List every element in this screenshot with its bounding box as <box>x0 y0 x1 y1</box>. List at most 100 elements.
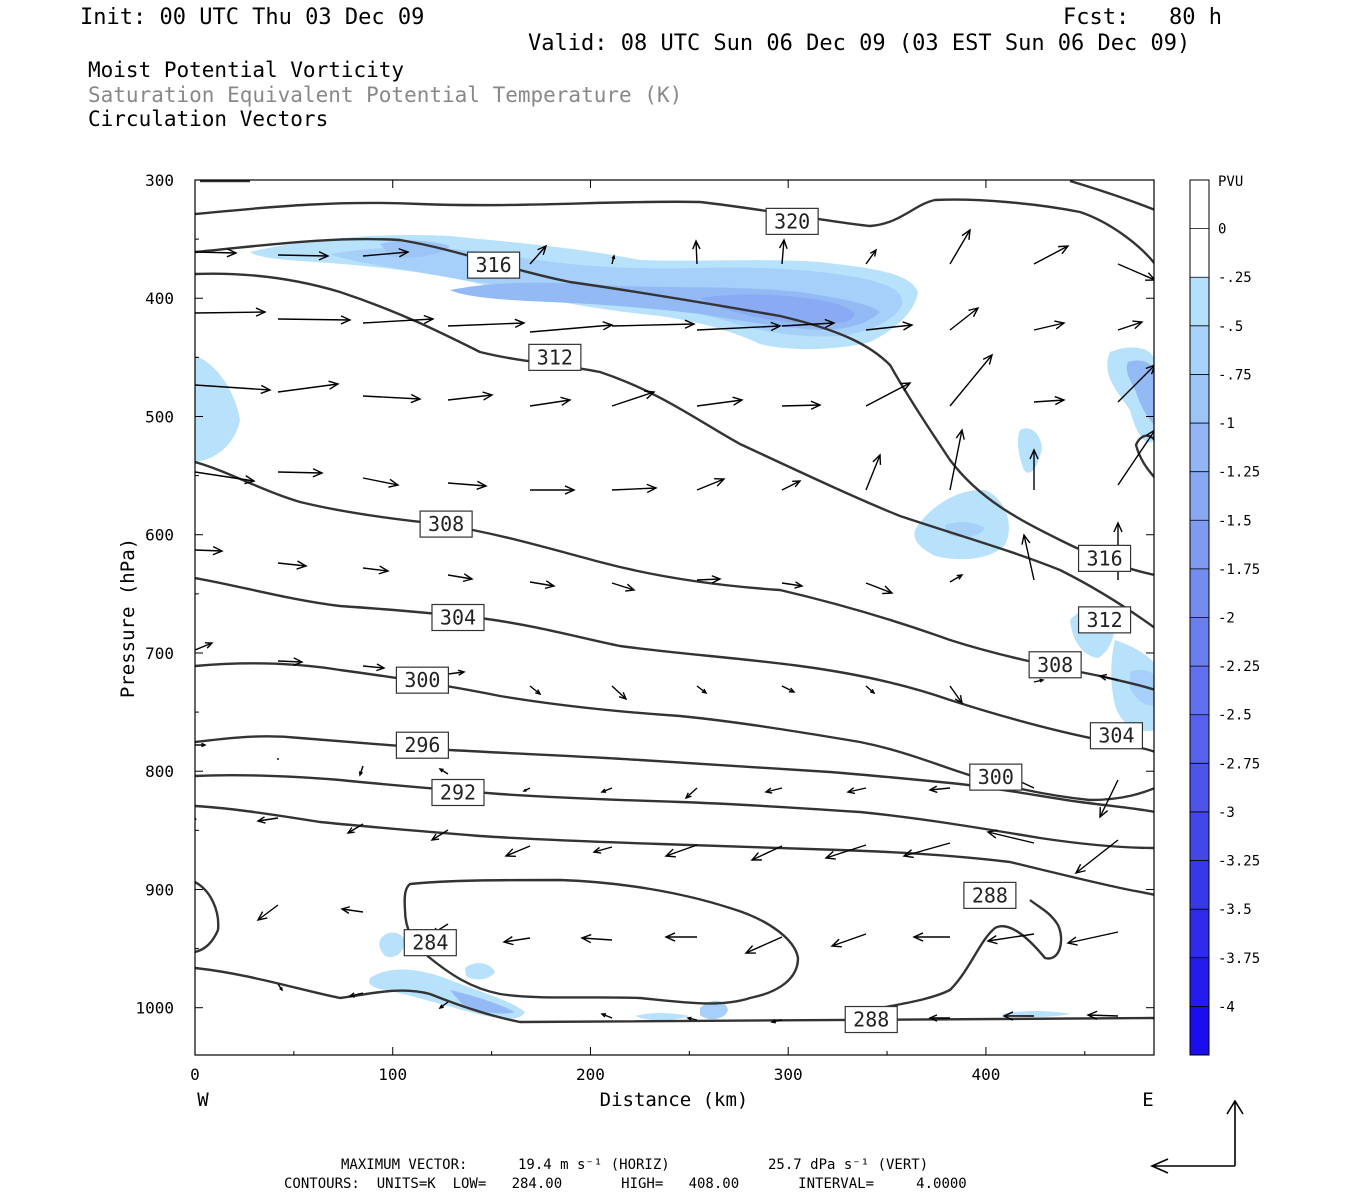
contour-label-text: 300 <box>978 765 1014 789</box>
colorbar-label: -.5 <box>1218 319 1243 335</box>
colorbar-label: -1 <box>1218 416 1235 432</box>
contour-label-text: 288 <box>972 883 1008 907</box>
wind-vector <box>1098 673 1119 681</box>
y-tick-label: 600 <box>145 526 174 545</box>
wind-vector <box>1033 678 1045 683</box>
wind-vector <box>438 768 449 775</box>
wind-vector <box>362 477 400 488</box>
reference-vector <box>1150 1099 1244 1174</box>
colorbar-swatch <box>1190 374 1209 424</box>
pv-region-low-2-core <box>450 990 515 1014</box>
colorbar-swatch <box>1190 811 1209 862</box>
wind-vector <box>438 1001 449 1010</box>
y-tick-label: 400 <box>145 289 174 308</box>
reference-vertical-arrow <box>1226 1099 1244 1166</box>
contour-label: 320 <box>765 207 819 235</box>
y-tick-label: 700 <box>145 644 174 663</box>
contour-label-text: 292 <box>440 781 476 805</box>
wind-vector <box>1099 779 1119 819</box>
contour-label-text: 312 <box>537 345 573 369</box>
colorbar-swatch <box>1190 666 1209 716</box>
pv-region-upper-peak <box>700 294 855 324</box>
wind-vector <box>530 485 576 495</box>
wind-vector <box>830 933 867 948</box>
y-tick-label: 300 <box>145 171 174 190</box>
contour-label-box <box>528 343 582 371</box>
pv-region-left <box>195 356 240 462</box>
wind-vector <box>611 319 696 329</box>
contour-320-top <box>200 180 1154 211</box>
contour-label-box <box>844 1005 898 1034</box>
colorbar-label: -3.75 <box>1218 951 1260 967</box>
wind-vector <box>664 932 697 942</box>
contour-label: 308 <box>1028 651 1082 679</box>
contour-label-box <box>395 731 449 759</box>
wind-vector <box>928 1014 950 1022</box>
colorbar-swatch <box>1190 520 1209 570</box>
wind-vector <box>770 1019 783 1024</box>
colorbar-swatch <box>1190 180 1209 230</box>
contour-304 <box>195 576 1154 753</box>
wind-vector <box>949 353 994 407</box>
x-tick-label: 0 <box>190 1065 200 1084</box>
colorbar-label: 0 <box>1218 222 1226 238</box>
colorbar-label: -2 <box>1218 611 1235 627</box>
wind-vector <box>824 844 867 860</box>
colorbar-swatch <box>1190 228 1209 278</box>
wind-vector <box>865 453 882 491</box>
max-vector-horiz: 19.4 m s⁻¹ (HORIZ) <box>518 1157 670 1173</box>
pv-region-right-upper-core <box>1126 360 1154 425</box>
wind-vector <box>195 248 238 258</box>
pv-region-right-lower-core <box>1130 669 1154 706</box>
colorbar-swatch <box>1190 714 1209 764</box>
wind-vector <box>195 545 224 556</box>
x-end-west: W <box>197 1089 209 1111</box>
colorbar-label: -2.75 <box>1218 756 1260 772</box>
wind-vector <box>949 228 971 265</box>
wind-vector <box>750 845 783 861</box>
colorbar-label: -.75 <box>1218 367 1252 383</box>
colorbar-swatch <box>1190 277 1209 327</box>
wind-vector <box>781 581 804 589</box>
wind-vector <box>529 580 556 590</box>
wind-vector <box>611 254 616 265</box>
wind-vector <box>447 573 474 583</box>
wind-vector <box>664 844 698 858</box>
wind-vector <box>696 477 726 491</box>
contour-label: 292 <box>431 778 485 807</box>
wind-vector <box>277 380 340 393</box>
contour-label-box <box>1028 651 1082 679</box>
y-tick-label: 500 <box>145 407 174 426</box>
contour-label-text: 304 <box>440 606 476 630</box>
wind-vector <box>277 560 308 570</box>
colorbar-swatch <box>1190 471 1209 521</box>
contour-label: 288 <box>844 1005 898 1034</box>
wind-vector <box>1066 931 1119 946</box>
title-theta-es: Saturation Equivalent Potential Temperat… <box>88 83 683 107</box>
contours-info: CONTOURS: UNITS=K LOW= 284.00 HIGH= 408.… <box>284 1176 967 1192</box>
contour-label-box <box>431 778 485 807</box>
wind-vector <box>696 321 782 332</box>
colorbar-label: -1.25 <box>1218 465 1260 481</box>
contour-label: 304 <box>1089 722 1144 750</box>
contour-316 <box>195 237 1154 577</box>
wind-vector <box>600 1013 613 1019</box>
wind-vector <box>684 787 698 800</box>
wind-vector <box>1029 448 1039 490</box>
wind-vector <box>781 400 822 410</box>
wind-vector <box>346 823 364 834</box>
x-axis-title: Distance (km) <box>600 1089 749 1111</box>
contour-label-box <box>466 251 521 279</box>
colorbar-label: -3.25 <box>1218 854 1260 870</box>
contour-284-left <box>195 880 220 954</box>
contour-312 <box>195 272 1154 629</box>
y-tick-label: 1000 <box>135 999 174 1018</box>
wind-vector <box>529 396 572 407</box>
x-tick-label: 400 <box>971 1065 1000 1084</box>
contour-308 <box>195 460 1154 691</box>
wind-vector <box>778 238 788 265</box>
wind-vector <box>195 642 214 651</box>
wind-vector <box>912 932 950 942</box>
colorbar-swatch <box>1190 909 1209 959</box>
wind-vector <box>430 829 449 841</box>
